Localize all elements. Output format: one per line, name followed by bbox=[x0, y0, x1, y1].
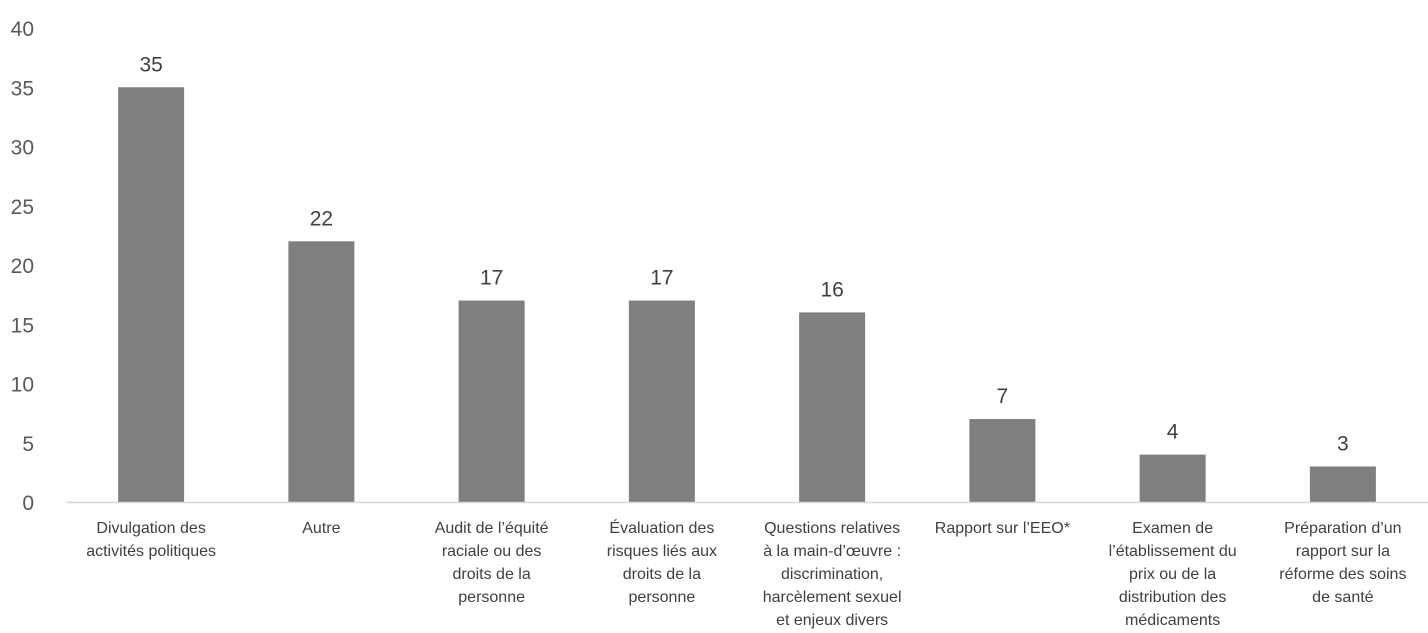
y-tick-label: 10 bbox=[11, 374, 34, 397]
data-label: 4 bbox=[1167, 421, 1179, 444]
data-label: 17 bbox=[650, 267, 673, 290]
category-label: Divulgation des activités politiques bbox=[86, 520, 216, 560]
data-label: 17 bbox=[480, 267, 503, 290]
category-label-line: personne bbox=[629, 589, 696, 606]
category-label-line: discrimination, bbox=[781, 566, 883, 583]
bar bbox=[628, 300, 695, 502]
bar bbox=[1139, 454, 1206, 502]
category-label-line: personne bbox=[458, 589, 525, 606]
category-label-line: Examen de bbox=[1132, 520, 1213, 537]
category-label-line: activités politiques bbox=[86, 543, 216, 560]
category-label: Examen de l’établissement du prix ou de la… bbox=[1109, 520, 1237, 629]
data-label: 16 bbox=[820, 278, 843, 301]
data-labels: 35 22 17 17 16 7 4 3 bbox=[139, 53, 1348, 455]
category-label-line: rapport sur la bbox=[1296, 543, 1390, 560]
category-label-line: harcèlement sexuel bbox=[763, 589, 902, 606]
category-label-line: Autre bbox=[302, 520, 340, 537]
y-tick-label: 35 bbox=[11, 77, 34, 100]
category-label-line: prix ou de la bbox=[1129, 566, 1216, 583]
bars bbox=[118, 87, 1376, 503]
bar bbox=[288, 241, 355, 503]
category-label-line: l’établissement du bbox=[1109, 543, 1237, 560]
y-tick-label: 20 bbox=[11, 255, 34, 278]
category-label-line: risques liés aux bbox=[607, 543, 717, 560]
y-tick-label: 15 bbox=[11, 314, 34, 337]
category-label-line: de santé bbox=[1312, 589, 1373, 606]
y-tick-label: 0 bbox=[22, 492, 34, 515]
category-label-line: raciale ou des bbox=[442, 543, 542, 560]
bar bbox=[799, 312, 866, 502]
category-label-line: réforme des soins bbox=[1279, 566, 1406, 583]
category-label-line: Questions relatives bbox=[764, 520, 900, 537]
y-tick-label: 40 bbox=[11, 18, 34, 41]
category-label: Audit de l’équité raciale ou des droits de… bbox=[435, 520, 549, 606]
bar bbox=[969, 419, 1036, 502]
category-label-line: médicaments bbox=[1125, 612, 1220, 629]
category-label: Questions relatives à la main-d’œuvre : di… bbox=[763, 520, 902, 629]
category-label-line: droits de la bbox=[452, 566, 530, 583]
category-label-line: Rapport sur l’EEO* bbox=[935, 520, 1070, 537]
category-label: Évaluation des risques liés aux droits de … bbox=[607, 518, 717, 606]
y-tick-label: 30 bbox=[11, 137, 34, 160]
category-labels: Divulgation des activités politiques Autre… bbox=[86, 518, 1406, 629]
data-label: 3 bbox=[1337, 432, 1349, 455]
category-label: Autre bbox=[302, 520, 340, 537]
category-label: Préparation d’un rapport sur la réforme de… bbox=[1279, 520, 1406, 606]
bar bbox=[118, 87, 185, 502]
category-label-line: Préparation d’un bbox=[1284, 520, 1401, 537]
data-label: 7 bbox=[997, 385, 1009, 408]
category-label-line: droits de la bbox=[623, 566, 701, 583]
data-label: 22 bbox=[310, 207, 333, 230]
y-tick-label: 5 bbox=[22, 433, 34, 456]
y-axis-ticks: 0 5 10 15 20 25 30 35 40 bbox=[11, 18, 34, 515]
category-label-line: Évaluation des bbox=[609, 518, 714, 537]
category-label-line: distribution des bbox=[1119, 589, 1227, 606]
category-label-line: Audit de l’équité bbox=[435, 520, 549, 537]
data-label: 35 bbox=[139, 53, 162, 76]
category-label-line: à la main-d’œuvre : bbox=[763, 543, 901, 560]
category-label-line: et enjeux divers bbox=[776, 612, 888, 629]
category-label-line: Divulgation des bbox=[96, 520, 205, 537]
y-tick-label: 25 bbox=[11, 196, 34, 219]
category-label: Rapport sur l’EEO* bbox=[935, 520, 1070, 537]
bar bbox=[1309, 466, 1376, 502]
bar bbox=[458, 300, 525, 502]
